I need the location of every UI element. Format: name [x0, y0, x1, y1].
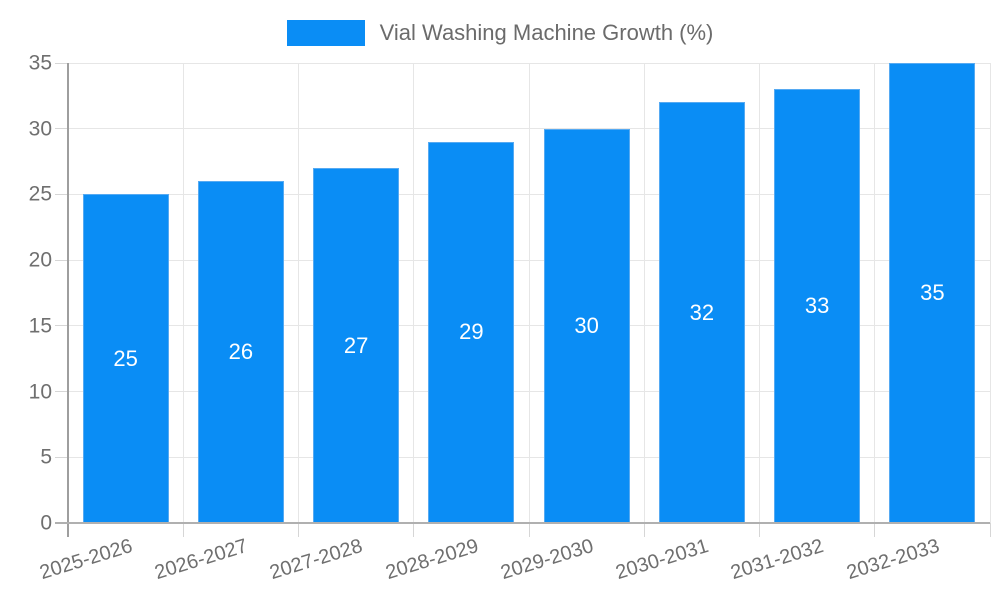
x-axis-tick — [298, 523, 299, 537]
bar-value-label: 32 — [689, 299, 715, 325]
bar-2025-2026[interactable] — [82, 194, 169, 523]
y-axis-tick — [55, 128, 68, 130]
y-axis-tick-label: 35 — [28, 51, 52, 75]
bar-value-label: 25 — [113, 345, 138, 371]
bar-2030-2031[interactable] — [658, 102, 745, 523]
y-axis-tick-label: 10 — [28, 380, 52, 404]
x-axis-category-label: 2028-2029 — [382, 535, 481, 585]
x-axis-tick — [182, 523, 184, 537]
x-axis-category-label: 2027-2028 — [267, 535, 366, 585]
gridline-vertical — [182, 63, 184, 523]
y-axis-line — [67, 63, 69, 537]
x-axis-tick — [874, 523, 876, 537]
y-axis-tick — [55, 325, 68, 327]
bar-value-label: 26 — [228, 339, 254, 365]
legend-label: Vial Washing Machine Growth (%) — [379, 20, 714, 45]
x-axis-category-label: 2031-2032 — [728, 535, 827, 585]
bar-value-label: 35 — [920, 280, 945, 305]
gridline-vertical — [759, 63, 760, 523]
x-axis-category-label: 2026-2027 — [152, 535, 251, 585]
bar-value-label: 33 — [804, 293, 830, 319]
gridline-vertical — [413, 63, 415, 523]
legend-swatch — [286, 20, 365, 46]
y-axis-tick — [55, 62, 68, 64]
bar-value-label: 29 — [459, 319, 484, 345]
gridline-vertical — [528, 63, 530, 523]
y-axis-tick-label: 15 — [28, 314, 52, 338]
x-axis-tick — [643, 523, 645, 537]
x-axis-tick — [528, 523, 530, 537]
y-axis-tick-label: 25 — [28, 182, 52, 206]
y-axis-tick-label: 30 — [28, 117, 52, 141]
y-axis-tick — [55, 456, 68, 458]
bar-2029-2030[interactable] — [543, 128, 630, 523]
y-axis-tick-label: 0 — [40, 511, 52, 535]
gridline-vertical — [874, 63, 876, 523]
gridline-vertical — [643, 63, 645, 523]
y-axis-tick — [55, 193, 68, 195]
bar-value-label: 27 — [343, 332, 369, 358]
x-axis-tick — [989, 523, 991, 537]
bar-2027-2028[interactable] — [313, 168, 400, 523]
x-axis-tick — [759, 523, 760, 537]
bar-2028-2029[interactable] — [428, 141, 515, 523]
gridline-vertical — [989, 63, 991, 523]
x-axis-category-label: 2030-2031 — [613, 535, 712, 585]
y-axis-tick — [55, 391, 68, 393]
y-axis-tick-label: 20 — [28, 248, 52, 272]
bar-value-label: 30 — [574, 312, 599, 338]
bar-2032-2033[interactable] — [889, 63, 976, 523]
x-axis-category-label: 2032-2033 — [843, 535, 942, 585]
gridline-vertical — [298, 63, 299, 523]
bar-2026-2027[interactable] — [197, 181, 284, 523]
y-axis-tick — [55, 259, 68, 261]
legend: Vial Washing Machine Growth (%) — [0, 20, 1000, 46]
y-axis-tick-label: 5 — [40, 445, 52, 469]
x-axis-tick — [413, 523, 415, 537]
x-axis-category-label: 2025-2026 — [37, 535, 136, 585]
bar-2031-2032[interactable] — [774, 89, 861, 523]
x-axis-line — [55, 522, 990, 524]
x-axis-category-label: 2029-2030 — [498, 535, 597, 585]
